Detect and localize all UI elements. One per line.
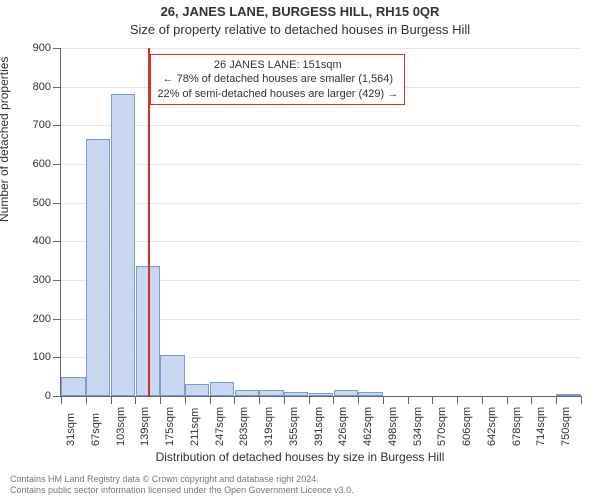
footer-attribution: Contains HM Land Registry data © Crown c…	[10, 474, 590, 497]
histogram-bar	[210, 382, 234, 396]
x-tick	[333, 396, 334, 404]
y-tick	[53, 203, 61, 204]
x-tick	[432, 396, 433, 404]
histogram-bar	[284, 392, 308, 396]
x-tick	[234, 396, 235, 404]
y-tick	[53, 48, 61, 49]
x-tick	[309, 396, 310, 404]
footer-line1: Contains HM Land Registry data © Crown c…	[10, 474, 590, 485]
y-tick	[53, 164, 61, 165]
chart-subtitle: Size of property relative to detached ho…	[0, 22, 600, 37]
x-tick	[135, 396, 136, 404]
y-tick-label: 0	[21, 390, 51, 402]
x-tick-label: 534sqm	[412, 407, 424, 446]
x-tick-label: 391sqm	[313, 407, 325, 446]
x-tick	[383, 396, 384, 404]
y-tick	[53, 125, 61, 126]
x-tick	[160, 396, 161, 404]
x-tick-label: 355sqm	[288, 407, 300, 446]
x-tick-label: 642sqm	[486, 407, 498, 446]
x-tick	[581, 396, 582, 404]
y-tick-label: 700	[21, 119, 51, 131]
x-tick-label: 570sqm	[436, 407, 448, 446]
x-tick-label: 750sqm	[560, 407, 572, 446]
x-tick-label: 139sqm	[139, 407, 151, 446]
chart-root: 26, JANES LANE, BURGESS HILL, RH15 0QR S…	[0, 0, 600, 500]
x-tick-label: 678sqm	[511, 407, 523, 446]
y-tick-label: 600	[21, 158, 51, 170]
marker-line2: ← 78% of detached houses are smaller (1,…	[157, 72, 398, 86]
x-tick	[61, 396, 62, 404]
marker-line1: 26 JANES LANE: 151sqm	[157, 58, 398, 72]
x-tick	[284, 396, 285, 404]
x-tick	[210, 396, 211, 404]
plot-area: 010020030040050060070080090031sqm67sqm10…	[60, 48, 581, 397]
x-tick-label: 283sqm	[238, 407, 250, 446]
x-tick-label: 67sqm	[90, 413, 102, 446]
y-tick-label: 200	[21, 313, 51, 325]
x-tick-label: 319sqm	[263, 407, 275, 446]
y-tick	[53, 319, 61, 320]
x-tick-label: 498sqm	[387, 407, 399, 446]
x-tick	[556, 396, 557, 404]
y-axis-label: Number of detached properties	[0, 57, 11, 222]
y-tick	[53, 280, 61, 281]
x-tick-label: 606sqm	[461, 407, 473, 446]
marker-line3: 22% of semi-detached houses are larger (…	[157, 87, 398, 101]
y-tick-label: 800	[21, 81, 51, 93]
gridline	[61, 241, 581, 242]
x-tick-label: 426sqm	[337, 407, 349, 446]
y-tick-label: 300	[21, 274, 51, 286]
x-tick	[185, 396, 186, 404]
histogram-bar	[334, 390, 358, 396]
x-tick-label: 31sqm	[65, 413, 77, 446]
x-axis-label: Distribution of detached houses by size …	[0, 450, 600, 464]
x-tick	[457, 396, 458, 404]
y-tick	[53, 241, 61, 242]
x-tick-label: 175sqm	[164, 407, 176, 446]
y-tick	[53, 357, 61, 358]
histogram-bar	[556, 394, 580, 396]
y-tick-label: 900	[21, 42, 51, 54]
gridline	[61, 164, 581, 165]
x-tick	[358, 396, 359, 404]
y-tick-label: 500	[21, 197, 51, 209]
histogram-bar	[160, 355, 184, 396]
x-tick-label: 211sqm	[189, 408, 201, 446]
x-tick	[111, 396, 112, 404]
histogram-bar	[111, 94, 135, 396]
x-tick	[531, 396, 532, 404]
x-tick-label: 247sqm	[214, 407, 226, 446]
gridline	[61, 48, 581, 49]
histogram-bar	[309, 393, 333, 396]
chart-title: 26, JANES LANE, BURGESS HILL, RH15 0QR	[0, 4, 600, 19]
gridline	[61, 203, 581, 204]
y-tick	[53, 396, 61, 397]
histogram-bar	[61, 377, 85, 396]
footer-line2: Contains public sector information licen…	[10, 485, 590, 496]
marker-annotation-box: 26 JANES LANE: 151sqm ← 78% of detached …	[150, 54, 405, 105]
histogram-bar	[185, 384, 209, 396]
x-tick-label: 462sqm	[362, 407, 374, 446]
x-tick-label: 103sqm	[115, 407, 127, 446]
histogram-bar	[259, 390, 283, 396]
x-tick	[86, 396, 87, 404]
histogram-bar	[358, 392, 382, 396]
y-tick	[53, 87, 61, 88]
histogram-bar	[235, 390, 259, 396]
histogram-bar	[86, 139, 110, 396]
x-tick	[507, 396, 508, 404]
x-tick	[482, 396, 483, 404]
x-tick-label: 714sqm	[535, 407, 547, 446]
x-tick	[259, 396, 260, 404]
x-tick	[408, 396, 409, 404]
gridline	[61, 125, 581, 126]
y-tick-label: 400	[21, 235, 51, 247]
y-tick-label: 100	[21, 351, 51, 363]
